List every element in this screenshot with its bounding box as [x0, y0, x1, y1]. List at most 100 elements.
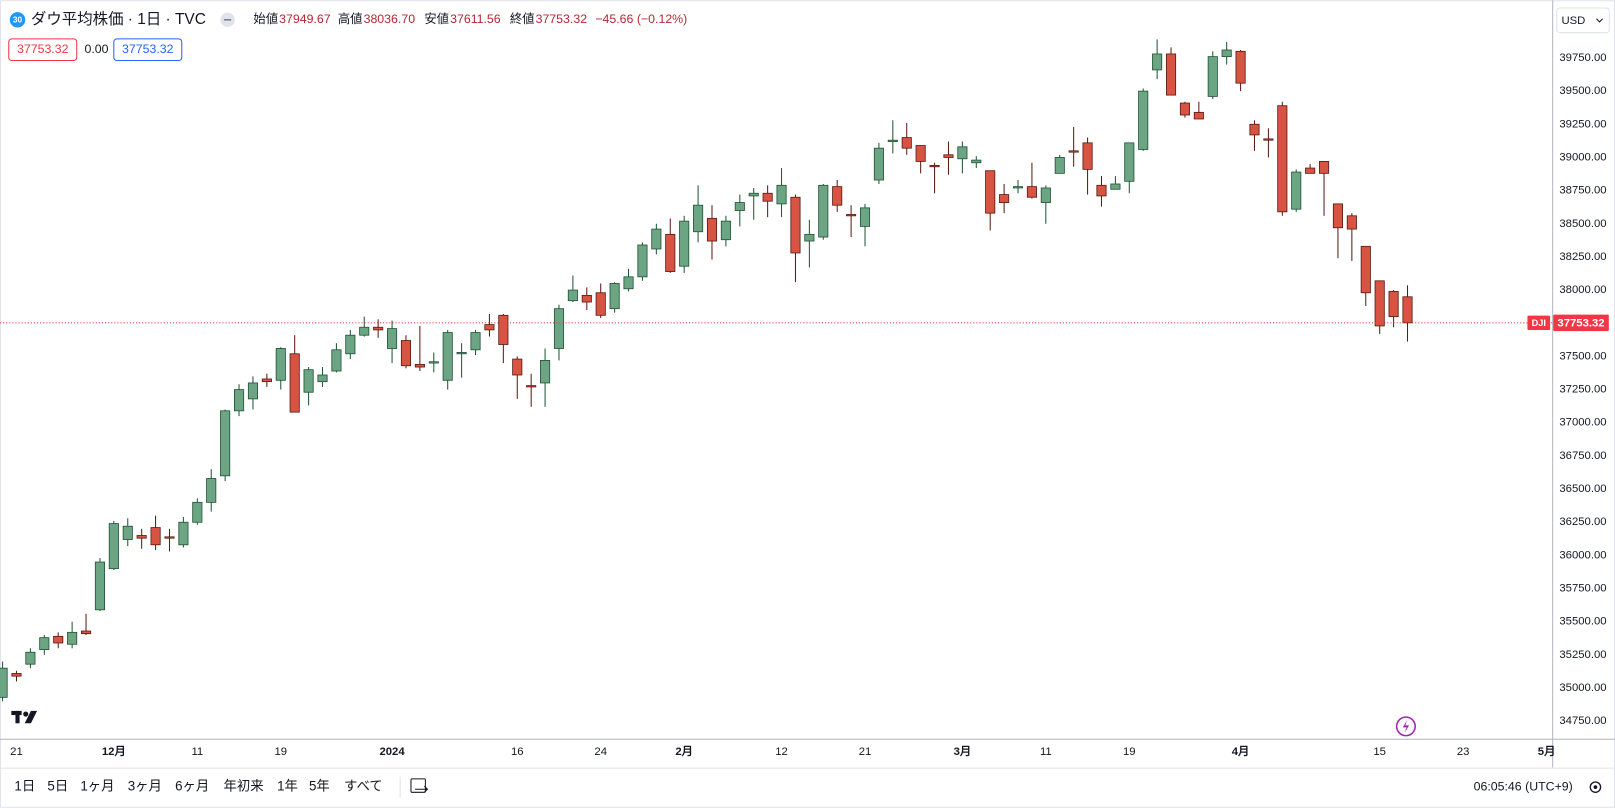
ohlc-legend: 始値 37949.67 高値 38036.70 安値 37611.56 終値 37753.32	[253, 11, 587, 26]
candle-body	[442, 332, 453, 381]
range-button[interactable]: 3ヶ月	[128, 779, 162, 794]
range-button[interactable]: すべて	[344, 779, 383, 794]
candle-body	[373, 326, 384, 331]
candle-body	[1305, 167, 1316, 174]
currency-button[interactable]	[1556, 7, 1610, 34]
candle-body	[846, 214, 857, 217]
price-tag-bg	[1527, 315, 1551, 331]
candle-body	[818, 184, 829, 238]
candle-body	[1193, 111, 1204, 120]
candle-body	[957, 146, 968, 160]
symbol-title[interactable]: ダウ平均株価 · 1日 · TVC	[31, 10, 206, 28]
date-range-arrow	[415, 785, 429, 793]
input-value: 37753.32	[17, 42, 69, 56]
range-button[interactable]: 1ヶ月	[80, 779, 114, 794]
candle-body	[887, 139, 898, 142]
candle-body	[1110, 183, 1121, 190]
input-box[interactable]	[8, 38, 78, 62]
last-price: 37753.32	[1557, 317, 1604, 329]
candle-body	[595, 292, 606, 316]
x-tick-label: 19	[1123, 746, 1136, 758]
logo-part	[15, 710, 20, 724]
toolbar: 1日 5日 1ヶ月 3ヶ月 6ヶ月 年初来 1年 5年 すべて	[14, 779, 382, 794]
candle-body	[1388, 291, 1399, 318]
candle-body	[275, 348, 286, 381]
symbol-badge[interactable]	[9, 12, 26, 28]
x-tick-label: 3月	[954, 745, 972, 758]
range-button[interactable]: 5年	[309, 779, 330, 794]
candle-body	[400, 340, 412, 367]
currency: USD	[1561, 15, 1585, 27]
candle-body	[873, 147, 884, 181]
candle-body	[303, 369, 314, 393]
range-button[interactable]: 6ヶ月	[175, 779, 209, 794]
candle-body	[1138, 90, 1149, 150]
candle-body	[1096, 184, 1107, 197]
candle-body	[720, 220, 731, 241]
ohlc-value: 37949.67	[279, 12, 331, 26]
candle-body	[136, 535, 147, 539]
candle-body	[1277, 105, 1288, 213]
candle-body	[748, 192, 759, 197]
y-tick-label: 36250.00	[1559, 516, 1606, 528]
candle-body	[359, 326, 370, 336]
ohlc-label: 高値	[338, 11, 363, 26]
candle-body	[1318, 161, 1330, 174]
x-tick-label: 21	[10, 746, 23, 758]
input-box[interactable]	[113, 38, 183, 62]
candle-body	[1207, 56, 1218, 97]
candle-body	[1068, 150, 1079, 153]
candle-body	[428, 361, 439, 364]
input-value: 37753.32	[122, 42, 174, 56]
candle-body	[665, 233, 676, 272]
date-range-icon[interactable]	[410, 778, 426, 793]
candle-body	[706, 218, 718, 242]
dropdown-icon	[1596, 18, 1604, 23]
ohlc-label: 安値	[424, 11, 449, 26]
y-tick-label: 35000.00	[1559, 682, 1606, 694]
candle-body	[999, 194, 1010, 203]
candle-body	[1374, 280, 1385, 327]
range-button[interactable]: 1年	[277, 779, 298, 794]
candle-body	[693, 204, 704, 233]
y-tick-label: 34750.00	[1559, 715, 1606, 727]
x-tick-label: 16	[511, 746, 524, 758]
y-tick-label: 35250.00	[1559, 649, 1606, 661]
ohlc-value: 37611.56	[450, 12, 501, 26]
candle-body	[1124, 142, 1135, 182]
candle-body	[1263, 138, 1274, 141]
candle-body	[0, 667, 8, 698]
y-tick-label: 37000.00	[1559, 417, 1606, 429]
candle-body	[790, 196, 801, 254]
change: −45.66 (−0.12%)	[595, 12, 687, 26]
candle-body	[289, 353, 300, 413]
alert-bolt	[1402, 720, 1410, 733]
x-tick-label: 24	[594, 746, 607, 758]
x-tick-label: 12月	[102, 745, 126, 758]
y-tick-label: 38250.00	[1559, 251, 1606, 263]
settings-icon[interactable]	[1589, 781, 1602, 793]
candle-body	[1249, 123, 1260, 136]
candle-body	[67, 631, 78, 645]
candle-body	[1221, 49, 1232, 58]
y-tick-label: 36750.00	[1559, 450, 1606, 462]
candle-body	[1012, 186, 1024, 189]
candle-body	[832, 186, 843, 206]
candle-body	[762, 192, 773, 202]
candle-body	[623, 276, 634, 290]
x-tick-label: 21	[859, 746, 872, 758]
range-button[interactable]: 1日	[14, 779, 35, 794]
range-button[interactable]: 5日	[47, 779, 68, 794]
y-tick-label: 39250.00	[1559, 118, 1606, 130]
candle-body	[150, 527, 161, 546]
price-tag: DJI	[1532, 318, 1546, 328]
y-tick-label: 39750.00	[1559, 52, 1606, 64]
range-button[interactable]: 年初来	[224, 779, 264, 794]
candle-body	[1402, 296, 1413, 324]
candle-body	[122, 525, 133, 540]
candle-body	[247, 382, 259, 400]
candle-body	[414, 363, 425, 368]
